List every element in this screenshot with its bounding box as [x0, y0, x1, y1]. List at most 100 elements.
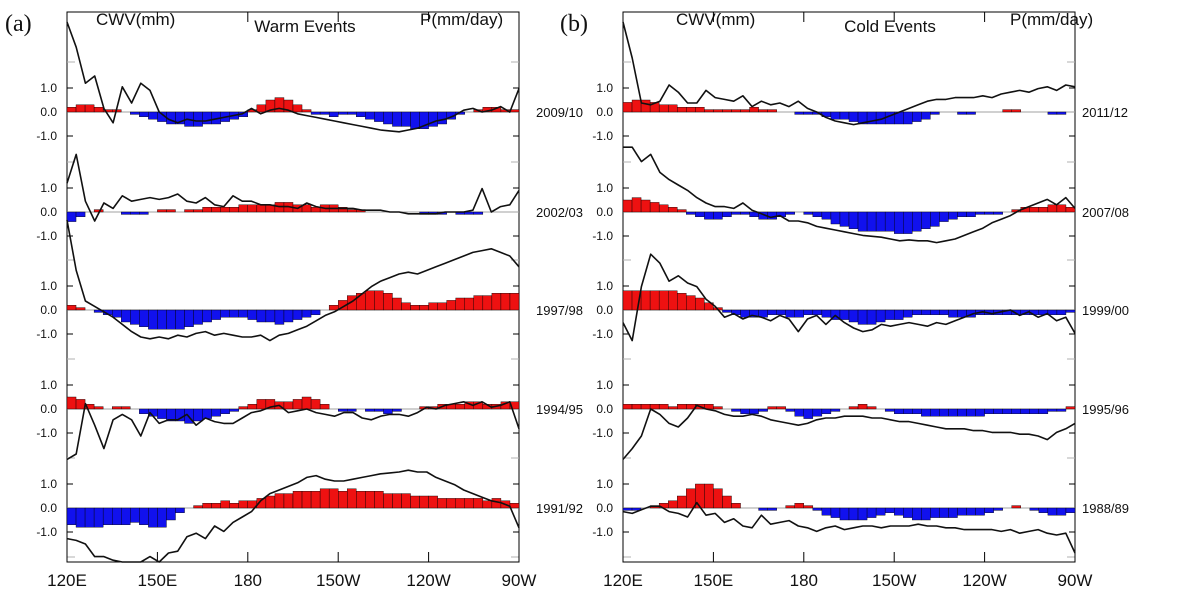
event-row-1991-92: 1.0 0.0 -1.0 1991/92 — [36, 469, 583, 563]
precip-bar — [894, 211, 904, 234]
precip-bar — [229, 408, 239, 412]
precip-bar — [66, 211, 77, 222]
precip-bar — [713, 109, 723, 113]
precip-bar — [84, 104, 95, 113]
precip-bar — [347, 488, 357, 509]
precip-bar — [292, 104, 303, 113]
precip-bar — [857, 211, 868, 232]
y-tick-label: 1.0 — [40, 81, 57, 95]
precip-bar — [482, 295, 493, 311]
precip-bar — [220, 408, 230, 415]
precip-bar — [812, 408, 823, 417]
precip-bar — [903, 408, 913, 415]
precip-bar — [939, 211, 949, 222]
precip-bar — [419, 305, 429, 311]
precip-bar — [722, 495, 732, 509]
precip-bar — [102, 507, 113, 525]
precip-bar — [884, 507, 895, 514]
precip-bar — [283, 309, 294, 323]
precip-bar — [1002, 109, 1012, 113]
precip-bar — [1038, 507, 1049, 514]
precip-bar — [658, 404, 669, 410]
precip-bar — [830, 111, 841, 120]
precip-bar — [912, 408, 922, 415]
precip-bar — [84, 507, 95, 528]
y-tick-label: 1.0 — [40, 378, 57, 392]
precip-bar — [722, 109, 732, 113]
y-tick-label: -1.0 — [36, 229, 57, 243]
precip-bar — [975, 211, 985, 215]
precip-bar — [912, 211, 922, 232]
precip-bar — [139, 408, 149, 415]
precip-bar — [202, 408, 212, 419]
precip-bar — [211, 206, 221, 213]
precip-bar — [731, 503, 741, 509]
precip-bar — [93, 507, 104, 528]
precip-bar — [1047, 309, 1058, 316]
precip-bar — [310, 399, 321, 410]
precip-bar — [921, 408, 931, 417]
precip-bar — [857, 404, 868, 410]
precip-bar — [957, 408, 967, 417]
precip-bar — [383, 293, 393, 311]
panel-a: (a) CWV(mm) Warm Events P(mm/day) 120E 150E 18… — [5, 10, 583, 590]
precip-bar — [821, 309, 832, 318]
precip-bar — [148, 309, 158, 330]
precip-bar — [193, 309, 203, 325]
precip-bar — [66, 106, 77, 113]
precip-bar — [839, 211, 850, 227]
cwv-line — [66, 469, 520, 563]
precip-bar — [622, 507, 633, 511]
precip-bar — [848, 507, 859, 521]
precip-bar — [473, 498, 484, 509]
precip-bar — [1029, 408, 1040, 415]
precip-bar — [410, 305, 420, 311]
precip-bar — [1056, 204, 1067, 213]
precip-bar — [75, 307, 86, 311]
precip-bar — [686, 488, 696, 509]
cwv-line — [66, 219, 520, 342]
precip-bar — [1011, 408, 1021, 415]
event-row-1997-98: 1.0 0.0 -1.0 1997/98 — [36, 219, 583, 342]
event-year-label: 1997/98 — [536, 303, 583, 318]
event-row-2011-12: 1.0 0.0 -1.0 2011/12 — [592, 21, 1128, 143]
precip-bar — [767, 309, 777, 316]
precip-bar — [365, 290, 375, 311]
precip-bar — [658, 290, 669, 311]
precip-bar — [166, 507, 176, 521]
precip-bar — [238, 204, 248, 213]
event-year-label: 1999/00 — [1082, 303, 1129, 318]
x-tick-label: 180 — [790, 571, 818, 590]
precip-bar — [473, 295, 484, 311]
x-tick-label: 150W — [872, 571, 916, 590]
precip-bar — [1029, 507, 1040, 511]
y-tick-label: -1.0 — [36, 129, 57, 143]
precip-bar — [830, 507, 841, 518]
precip-bar — [767, 406, 777, 410]
precip-axis-title: P(mm/day) — [1010, 10, 1093, 29]
precip-bar — [220, 309, 230, 318]
precip-bar — [803, 309, 814, 316]
precip-bar — [347, 111, 357, 115]
y-tick-label: 1.0 — [40, 279, 57, 293]
precip-bar — [740, 408, 750, 415]
precip-bar — [677, 404, 687, 410]
precip-bar — [319, 488, 330, 509]
x-tick-label: 150E — [694, 571, 734, 590]
precip-bar — [749, 106, 759, 113]
precip-bar — [649, 404, 660, 410]
precip-bar — [803, 408, 814, 419]
precip-bar — [184, 309, 194, 327]
precip-bar — [148, 111, 158, 120]
precip-bar — [866, 406, 877, 410]
precip-bar — [166, 209, 176, 213]
precip-bar — [1020, 408, 1031, 415]
precip-bar — [374, 290, 384, 311]
precip-bar — [713, 211, 723, 220]
y-tick-label: -1.0 — [592, 525, 613, 539]
precip-bar — [785, 505, 795, 509]
precip-bar — [365, 491, 375, 509]
precip-bar — [301, 309, 312, 318]
event-year-label: 1995/96 — [1082, 402, 1129, 417]
precip-bar — [984, 408, 994, 415]
